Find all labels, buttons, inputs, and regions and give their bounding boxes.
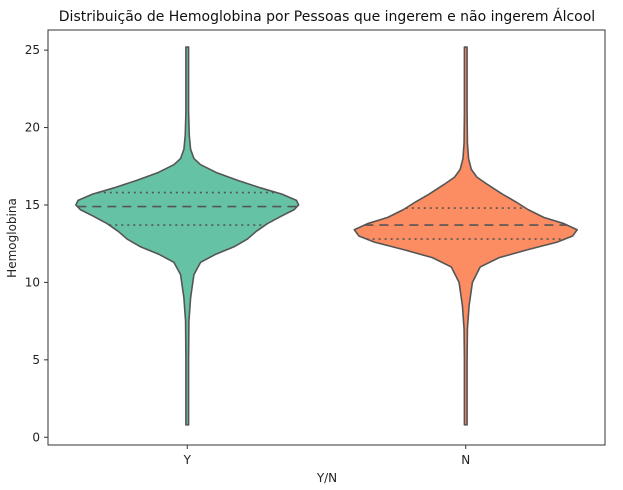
y-tick-label: 20 [25, 121, 40, 135]
y-axis-label: Hemoglobina [5, 198, 19, 278]
y-tick-label: 15 [25, 198, 40, 212]
x-axis-label: Y/N [316, 471, 337, 485]
chart-title: Distribuição de Hemoglobina por Pessoas … [59, 8, 595, 25]
x-tick-label: Y [183, 453, 192, 467]
y-tick-label: 5 [32, 353, 40, 367]
y-tick-label: 10 [25, 275, 40, 289]
violin-body-N [353, 46, 578, 426]
y-tick-label: 25 [25, 43, 40, 57]
violins-group [75, 46, 578, 426]
y-tick-label: 0 [32, 430, 40, 444]
y-axis: 0 5 10 15 20 25 [25, 43, 48, 444]
x-tick-label: N [461, 453, 470, 467]
violin-body-Y [75, 46, 300, 426]
